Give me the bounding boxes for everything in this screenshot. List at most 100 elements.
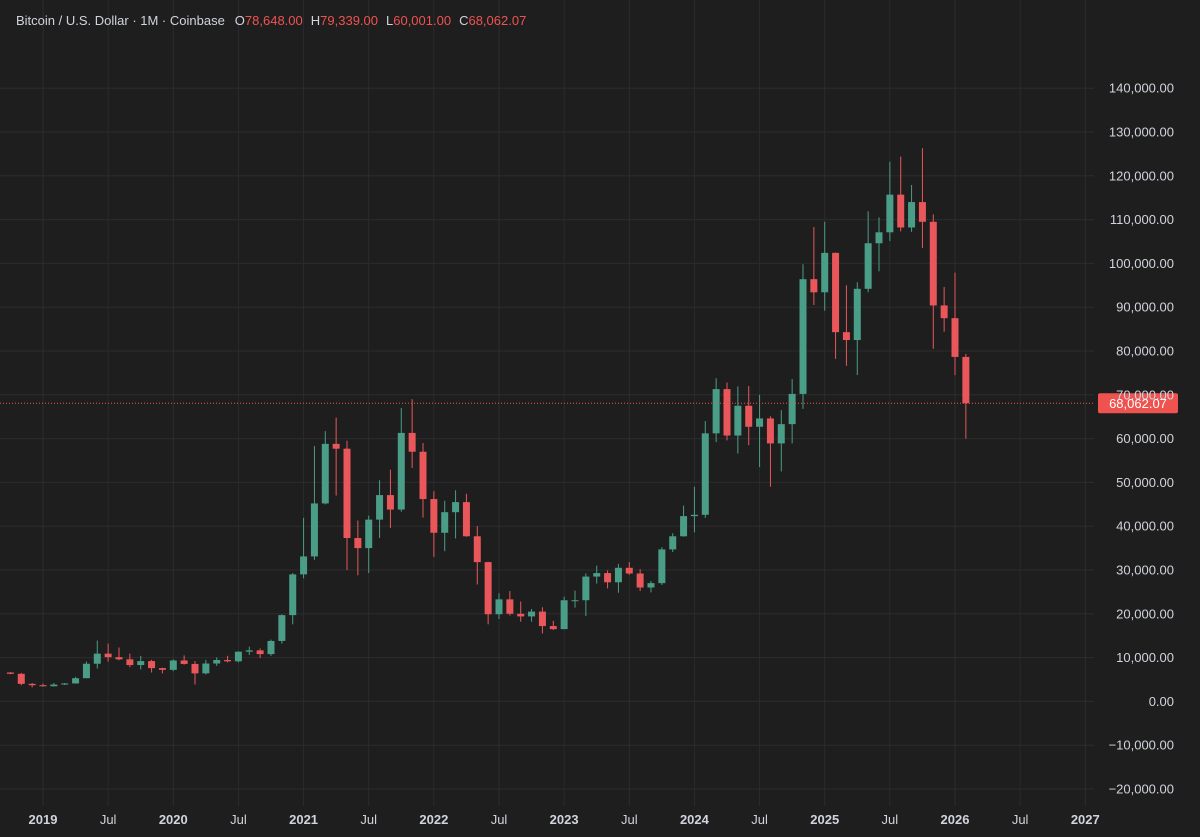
candle-body[interactable] (690, 514, 698, 517)
y-tick-label: 130,000.00 (1109, 125, 1174, 140)
candle-body[interactable] (234, 651, 242, 662)
candle-body[interactable] (441, 512, 449, 533)
candle-body[interactable] (842, 332, 850, 341)
candle-body[interactable] (636, 573, 644, 588)
candle-body[interactable] (669, 536, 677, 550)
candle-body[interactable] (452, 502, 460, 513)
price-axis[interactable]: −20,000.00 −10,000.00 0.00 10,000.00 20,000.… (1109, 81, 1174, 797)
candle-body[interactable] (680, 516, 688, 537)
high-value: 79,339.00 (320, 13, 378, 28)
candle-body[interactable] (158, 668, 166, 670)
candle-body[interactable] (28, 683, 36, 686)
candle-body[interactable] (538, 611, 546, 627)
candle-body[interactable] (321, 443, 329, 504)
candle-body[interactable] (517, 613, 525, 617)
candle-body[interactable] (224, 660, 232, 662)
candle-body[interactable] (528, 611, 536, 617)
candle-body[interactable] (886, 194, 894, 233)
candle-body[interactable] (962, 356, 970, 404)
candle-body[interactable] (723, 389, 731, 436)
x-tick-label: Jul (1012, 812, 1029, 827)
candle-body[interactable] (593, 573, 601, 577)
candle-body[interactable] (93, 653, 101, 664)
candle-body[interactable] (6, 672, 14, 674)
candle-body[interactable] (766, 418, 774, 444)
candle-body[interactable] (940, 305, 948, 319)
candle-body[interactable] (734, 405, 742, 436)
candle-body[interactable] (148, 661, 156, 669)
candle-body[interactable] (397, 432, 405, 510)
candle-body[interactable] (365, 519, 373, 549)
candle-body[interactable] (614, 567, 622, 583)
candle-body[interactable] (61, 683, 69, 685)
candle-body[interactable] (419, 451, 427, 500)
candle-body[interactable] (745, 405, 753, 427)
candle-body[interactable] (788, 393, 796, 425)
candle-body[interactable] (343, 448, 351, 539)
candle-body[interactable] (245, 650, 253, 652)
candle-body[interactable] (875, 232, 883, 244)
candle-body[interactable] (625, 567, 633, 574)
candle-body[interactable] (310, 503, 318, 557)
candle-body[interactable] (50, 684, 58, 687)
candle-body[interactable] (267, 640, 275, 655)
candle-body[interactable] (202, 663, 210, 674)
candle-body[interactable] (169, 660, 177, 670)
candle-body[interactable] (408, 432, 416, 452)
candle-body[interactable] (17, 673, 25, 684)
candle-body[interactable] (473, 536, 481, 563)
candle-body[interactable] (137, 661, 145, 666)
candle-body[interactable] (289, 574, 297, 616)
candle-body[interactable] (864, 243, 872, 289)
candle-body[interactable] (897, 194, 905, 228)
candle-body[interactable] (104, 653, 112, 658)
candle-body[interactable] (495, 599, 503, 615)
candle-body[interactable] (506, 599, 514, 614)
candle-body[interactable] (832, 252, 840, 333)
candle-body[interactable] (756, 418, 764, 427)
candle-body[interactable] (853, 288, 861, 341)
x-tick-label: 2019 (29, 812, 58, 827)
candle-body[interactable] (354, 538, 362, 549)
candle-body[interactable] (604, 573, 612, 583)
candle-body[interactable] (918, 202, 926, 222)
candle-body[interactable] (484, 562, 492, 615)
open-value: 78,648.00 (244, 13, 303, 28)
candle-body[interactable] (929, 221, 937, 306)
candle-body[interactable] (39, 685, 47, 687)
candle-body[interactable] (799, 279, 807, 394)
candle-body[interactable] (549, 626, 557, 630)
candle-body[interactable] (180, 660, 188, 664)
candle-body[interactable] (777, 424, 785, 444)
candle-body[interactable] (712, 389, 720, 434)
candle-body[interactable] (908, 202, 916, 228)
candle-body[interactable] (462, 502, 470, 537)
candle-body[interactable] (213, 660, 221, 664)
candle-body[interactable] (951, 318, 959, 357)
candle-body[interactable] (582, 576, 590, 601)
candle-body[interactable] (821, 252, 829, 293)
candle-body[interactable] (191, 663, 199, 674)
candle-body[interactable] (82, 663, 90, 679)
candle-body[interactable] (115, 657, 123, 660)
candle-body[interactable] (571, 600, 579, 602)
candle-body[interactable] (126, 659, 134, 666)
last-price-label: 68,062.07 (1109, 396, 1167, 411)
candle-body[interactable] (810, 279, 818, 293)
candle-body[interactable] (332, 443, 340, 449)
candle-body[interactable] (647, 583, 655, 588)
candle-body[interactable] (560, 600, 568, 630)
last-price-badge (1098, 393, 1178, 414)
candle-body[interactable] (701, 433, 709, 515)
candle-body[interactable] (278, 615, 286, 641)
candle-body[interactable] (300, 556, 308, 575)
candle-body[interactable] (256, 650, 264, 655)
candle-body[interactable] (386, 495, 394, 510)
candle-body[interactable] (430, 499, 438, 533)
candle-body[interactable] (72, 678, 80, 684)
candle-body[interactable] (658, 549, 666, 584)
time-axis[interactable]: 2019 Jul 2020 Jul 2021 Jul 2022 Jul 2023 Jul 2024 J… (29, 812, 1100, 827)
candle-body[interactable] (376, 495, 384, 520)
